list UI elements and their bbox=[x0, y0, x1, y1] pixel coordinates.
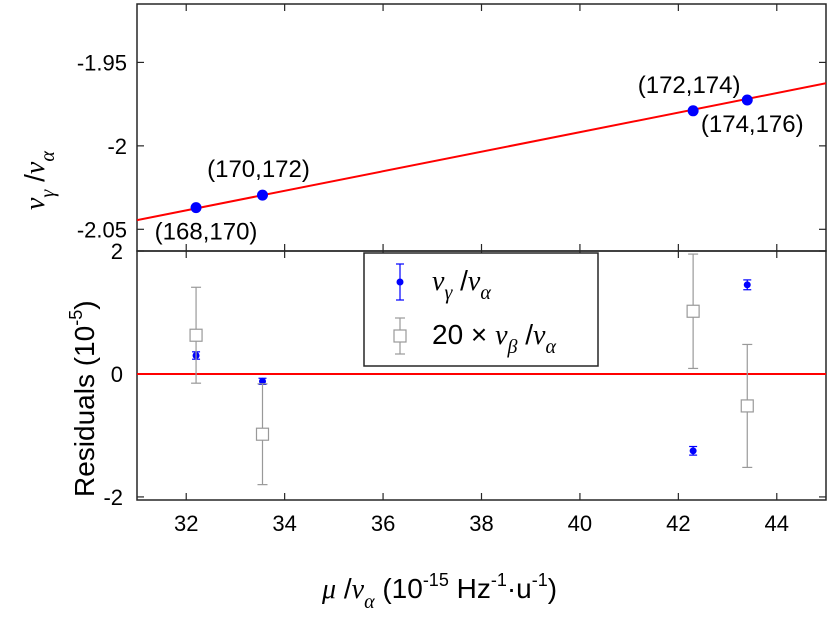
xlabel-sub-alpha: α bbox=[364, 591, 375, 613]
top-y-ticks: -1.95 -2 -2.05 bbox=[77, 4, 826, 251]
residual-square-s1-1 bbox=[255, 427, 270, 441]
bottom-ytick-label-1: 0 bbox=[111, 362, 123, 387]
legend-marker-gray bbox=[393, 329, 407, 343]
top-y-axis-label: νγ /να bbox=[19, 151, 59, 210]
top-panel: -1.95 -2 -2.05 (168,170) (170,172) (172,174)… bbox=[19, 3, 827, 252]
legend2-nu: ν bbox=[495, 320, 508, 351]
ylabel-nu: ν bbox=[20, 197, 51, 210]
top-ytick-label-1: -2 bbox=[107, 134, 127, 159]
residual-square-s1-3 bbox=[740, 399, 754, 413]
legend2-slash: / bbox=[517, 319, 533, 350]
legend-marker-blue bbox=[396, 278, 404, 286]
residuals-label-text: Residuals (10 bbox=[69, 326, 100, 497]
bottom-ytick-label-2: -2 bbox=[103, 485, 123, 510]
isotope-label-0: (168,170) bbox=[155, 219, 258, 246]
ylabel-slash: / bbox=[19, 174, 50, 190]
top-ytick-label-0: -1.95 bbox=[77, 50, 127, 75]
residual-point-s0-1 bbox=[258, 377, 266, 385]
x-tick-label-5: 42 bbox=[666, 511, 690, 536]
isotope-point-3 bbox=[741, 94, 753, 106]
legend2-nu2: ν bbox=[533, 320, 546, 351]
residuals-label-close: ) bbox=[69, 300, 100, 309]
residual-square-s1-2 bbox=[686, 304, 700, 318]
isotope-label-3: (174,176) bbox=[701, 111, 804, 138]
xlabel-exp-u: -1 bbox=[532, 570, 548, 590]
x-tick-label-0: 32 bbox=[174, 511, 198, 536]
isotope-label-2: (172,174) bbox=[638, 72, 741, 99]
ylabel-nu2: ν bbox=[20, 161, 51, 174]
legend1-sub-gamma: γ bbox=[444, 282, 453, 304]
bottom-panel: 20-232 34 36 38 40 42 44 νγ /να 20 × νβ /να Re… bbox=[66, 239, 827, 613]
legend: νγ /να 20 × νβ /να bbox=[363, 252, 599, 367]
legend1-nu2: ν bbox=[468, 266, 481, 297]
isotope-point-1 bbox=[256, 189, 268, 201]
xlabel-units-open: (10 bbox=[375, 573, 423, 604]
legend2-sub-alpha: α bbox=[545, 336, 556, 358]
x-tick-label-3: 38 bbox=[469, 511, 493, 536]
x-axis-label: μ /να (10-15 Hz-1·u-1) bbox=[321, 570, 557, 613]
xlabel-exp-15: -15 bbox=[423, 570, 449, 590]
legend2-prefix: 20 × bbox=[432, 319, 495, 350]
x-tick-label-6: 44 bbox=[765, 511, 789, 536]
legend1-nu: ν bbox=[432, 266, 445, 297]
xlabel-hz: Hz bbox=[449, 573, 491, 604]
bottom-plot-area bbox=[137, 253, 826, 486]
residuals-label-exponent: -5 bbox=[66, 310, 86, 326]
isotope-point-0 bbox=[190, 202, 202, 214]
xlabel-exp-hz: -1 bbox=[491, 570, 507, 590]
fit-line bbox=[137, 82, 826, 222]
legend-box bbox=[363, 252, 599, 367]
bottom-ytick-label-0: 2 bbox=[111, 239, 123, 264]
ylabel-sub-gamma: γ bbox=[37, 189, 59, 198]
x-tick-label-4: 40 bbox=[568, 511, 592, 536]
legend2-sub-beta: β bbox=[507, 336, 518, 358]
residual-point-s0-2 bbox=[689, 447, 697, 455]
legend-entry-1: νγ /να bbox=[432, 265, 491, 304]
bottom-ticks: 2 0 -2 32 34 36 38 40 42 44 bbox=[103, 239, 826, 536]
xlabel-slash: / bbox=[336, 573, 352, 604]
isotope-point-2 bbox=[687, 105, 699, 117]
residual-square-s1-0 bbox=[189, 328, 203, 342]
xlabel-close: ) bbox=[548, 573, 557, 604]
x-tick-label-2: 36 bbox=[371, 511, 395, 536]
top-plot-area bbox=[137, 82, 826, 222]
legend-entry-2: 20 × νβ /να bbox=[432, 319, 556, 358]
top-point-labels: (168,170) (170,172) (172,174) (174,176) bbox=[155, 72, 804, 246]
legend1-sub-alpha: α bbox=[480, 282, 491, 304]
residual-point-s0-3 bbox=[743, 281, 751, 289]
x-tick-label-1: 34 bbox=[272, 511, 296, 536]
bottom-y-axis-label: Residuals (10-5) bbox=[66, 300, 100, 497]
xlabel-u: ·u bbox=[507, 573, 532, 604]
xlabel-mu: μ bbox=[321, 574, 336, 605]
ylabel-sub-alpha: α bbox=[37, 151, 59, 162]
xlabel-nu: ν bbox=[352, 574, 365, 605]
legend1-slash: / bbox=[452, 265, 468, 296]
top-ytick-label-2: -2.05 bbox=[77, 217, 127, 242]
isotope-label-1: (170,172) bbox=[207, 156, 310, 183]
